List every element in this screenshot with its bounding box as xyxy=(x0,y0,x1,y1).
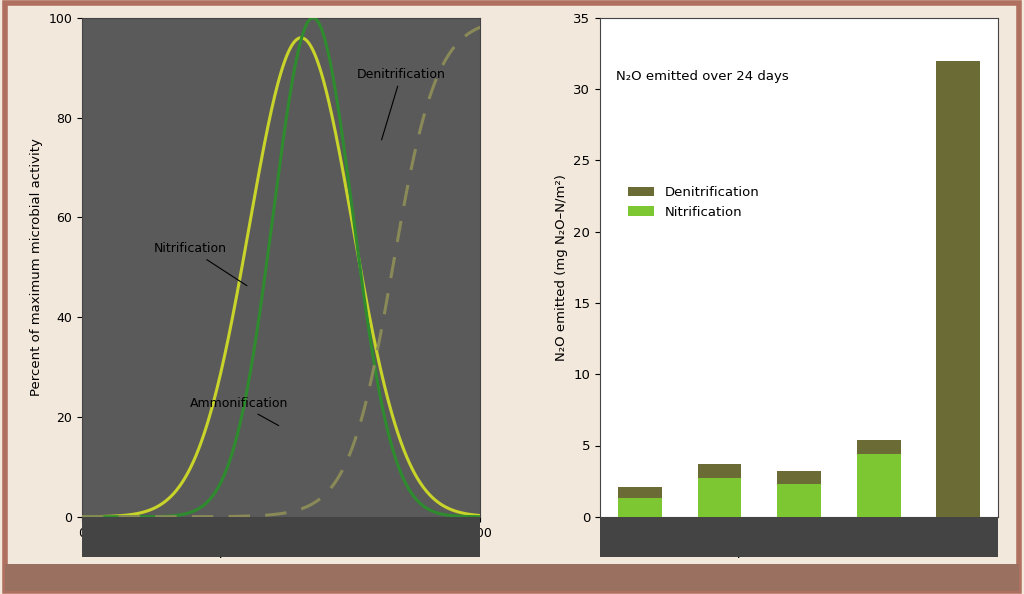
Text: Nitrification: Nitrification xyxy=(154,242,247,286)
X-axis label: Percent of pore volume filled with water: Percent of pore volume filled with water xyxy=(666,545,933,558)
Bar xyxy=(697,464,741,478)
Text: N₂O emitted over 24 days: N₂O emitted over 24 days xyxy=(615,70,788,83)
Text: Ammonification: Ammonification xyxy=(189,397,288,426)
Bar xyxy=(618,498,662,517)
Bar xyxy=(697,478,741,517)
Bar xyxy=(857,454,901,517)
Bar xyxy=(618,487,662,498)
Bar xyxy=(82,517,480,557)
Bar xyxy=(937,61,980,517)
Y-axis label: N₂O emitted (mg N₂O–N/m²): N₂O emitted (mg N₂O–N/m²) xyxy=(555,174,567,361)
X-axis label: Percent of pore volume filled with water: Percent of pore volume filled with water xyxy=(147,545,415,558)
Bar xyxy=(600,517,998,557)
Legend: Denitrification, Nitrification: Denitrification, Nitrification xyxy=(623,181,765,224)
Bar xyxy=(857,440,901,454)
Y-axis label: Percent of maximum microbial activity: Percent of maximum microbial activity xyxy=(30,138,43,396)
Bar xyxy=(777,471,821,484)
Bar xyxy=(777,484,821,517)
Text: Denitrification: Denitrification xyxy=(357,68,445,140)
